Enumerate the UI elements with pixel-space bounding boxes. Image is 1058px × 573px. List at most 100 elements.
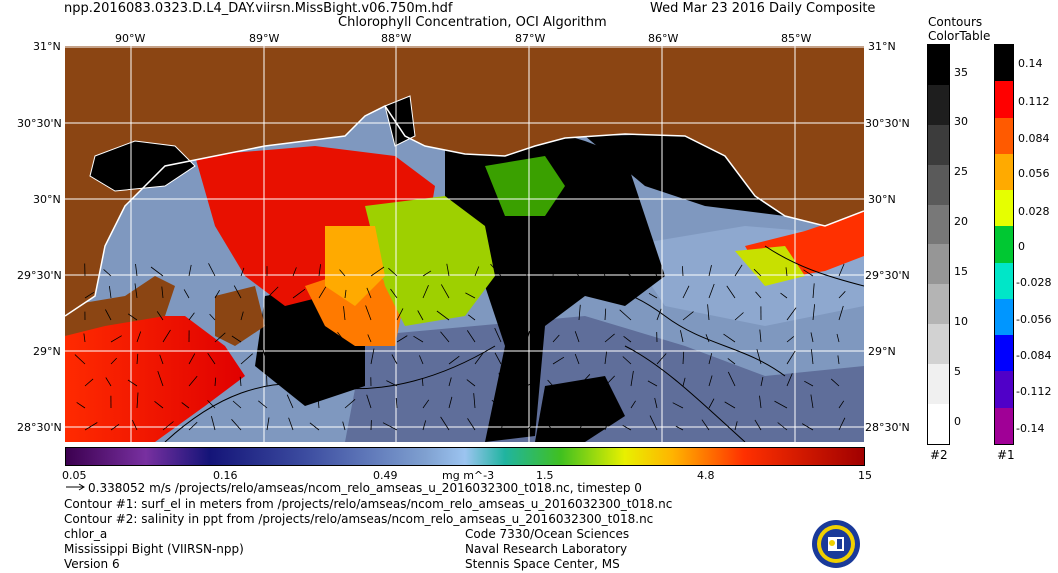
current-arrow (396, 335, 408, 343)
current-arrow (622, 425, 632, 431)
current-arrow (208, 263, 216, 277)
current-arrow (595, 400, 606, 409)
current-arrow (552, 396, 562, 409)
colortable-title: ColorTable (928, 29, 991, 43)
current-arrow (727, 371, 736, 387)
color-swatch (995, 117, 1013, 154)
current-arrow (396, 308, 404, 321)
current-arrow (84, 422, 98, 431)
current-arrow (156, 311, 164, 321)
current-arrow (159, 354, 164, 365)
current-arrow (467, 418, 476, 431)
current-arrow (594, 288, 606, 299)
lake-pontchartrain (89, 140, 196, 192)
colorbar-unit: mg m^-3 (442, 469, 495, 482)
current-arrow (422, 399, 430, 409)
current-arrow (786, 307, 797, 321)
current-arrow (264, 311, 268, 321)
current-arrow (682, 311, 694, 321)
current-arrow (647, 380, 658, 387)
current-arrow (525, 266, 528, 277)
vector-level-label: 0.028 (1018, 205, 1050, 218)
current-arrow (84, 291, 95, 299)
contour1-text: Contour #1: surf_el in meters from /proj… (64, 497, 673, 511)
chlorophyll-map (65, 46, 864, 442)
land-area (215, 286, 265, 346)
current-arrow (810, 394, 814, 409)
current-arrow (723, 333, 736, 343)
current-arrow (339, 269, 346, 277)
current-arrow (214, 289, 220, 299)
color-swatch (928, 364, 949, 405)
no-data-area (445, 126, 665, 442)
current-arrow (490, 263, 502, 277)
current-arrow (604, 375, 615, 387)
contour-level-label: 5 (954, 365, 961, 378)
current-arrow (370, 348, 375, 365)
colorbar-tick: 0.05 (62, 469, 87, 482)
current-arrow (578, 416, 588, 431)
current-arrow (618, 266, 632, 277)
current-arrow (110, 423, 120, 431)
color-swatch (928, 244, 949, 285)
current-arrow (474, 352, 484, 365)
current-arrow (601, 265, 606, 277)
current-arrow (231, 419, 242, 431)
current-arrow (526, 377, 540, 387)
contour-level-label: 25 (954, 165, 968, 178)
current-arrow (127, 313, 138, 321)
high-chlorophyll-area (65, 316, 245, 442)
org-code: Code 7330/Ocean Sciences (465, 527, 630, 541)
current-arrow (708, 353, 713, 365)
contour-lines (164, 245, 864, 442)
color-swatch (995, 371, 1013, 408)
current-arrow (734, 421, 738, 431)
coastline (65, 105, 864, 317)
current-arrow (448, 377, 452, 387)
current-arrow (759, 395, 762, 409)
mid-chlorophyll-area (735, 246, 805, 286)
contours-table-id: #2 (930, 448, 948, 462)
current-arrow (755, 291, 762, 299)
current-arrow (515, 313, 528, 321)
current-arrow (188, 264, 192, 277)
current-arrow (494, 327, 502, 343)
lon-label: 86°W (648, 32, 679, 45)
current-arrow (109, 286, 112, 299)
color-swatch (928, 324, 949, 365)
current-arrow (162, 329, 171, 343)
color-swatch (928, 124, 949, 165)
current-arrow (127, 379, 138, 387)
current-arrow (421, 377, 424, 387)
current-arrow (682, 285, 690, 299)
lon-label: 88°W (381, 32, 412, 45)
region-name: Mississippi Bight (VIIRSN-npp) (64, 542, 244, 556)
current-arrow (76, 402, 86, 409)
current-arrow (570, 396, 580, 409)
current-arrow (83, 333, 86, 343)
current-arrow (656, 353, 667, 365)
contour-level-label: 0 (954, 415, 961, 428)
current-arrow (233, 285, 242, 299)
current-arrow (188, 421, 198, 431)
mid-chlorophyll-area (365, 196, 495, 326)
current-arrow (630, 370, 634, 387)
current-arrow (546, 424, 554, 431)
current-arrow (547, 379, 554, 387)
current-arrow (370, 266, 385, 277)
current-arrow (318, 376, 321, 387)
current-arrow (422, 285, 429, 299)
color-swatch (995, 262, 1013, 299)
current-arrow (500, 419, 505, 431)
current-arrow (656, 308, 662, 321)
composite-date: Wed Mar 23 2016 Daily Composite (650, 1, 876, 16)
current-arrow (838, 291, 846, 299)
current-arrow (734, 312, 744, 321)
current-arrow (265, 326, 268, 343)
current-arrow (181, 402, 190, 409)
color-swatch (995, 45, 1013, 82)
current-arrow (183, 289, 190, 299)
graticule (65, 46, 864, 442)
current-arrow (780, 292, 788, 299)
mid-chlorophyll-area (325, 226, 385, 306)
